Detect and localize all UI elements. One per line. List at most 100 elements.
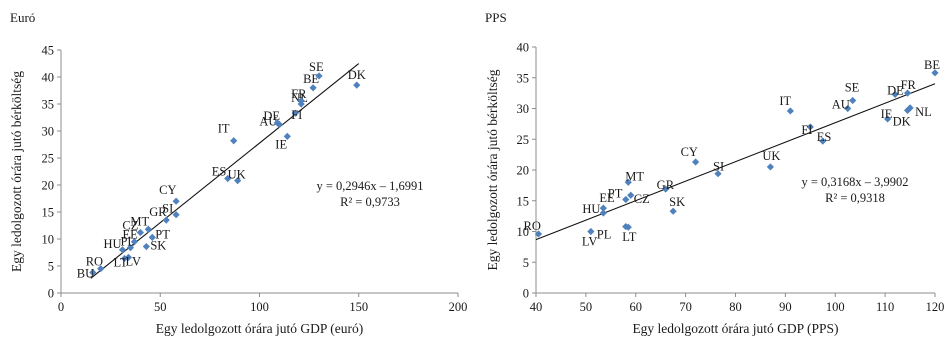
data-point-lv: [124, 253, 133, 261]
point-label-be: BE: [924, 58, 940, 72]
data-point-sk: [669, 207, 677, 215]
data-point-se: [315, 72, 323, 80]
point-label-hu: HU: [582, 202, 600, 216]
point-label-dk: DK: [348, 68, 366, 82]
chart-title: Euró: [10, 10, 35, 25]
x-tick-label: 100: [826, 300, 845, 314]
point-label-de: DE: [887, 83, 904, 97]
data-point-pt: [622, 195, 630, 204]
data-point-bu: [89, 268, 97, 277]
y-tick-label: 30: [42, 125, 55, 139]
y-tick-label: 10: [42, 233, 55, 247]
y-tick-label: 45: [42, 44, 55, 58]
data-point-mt: [144, 225, 152, 233]
x-tick-label: 120: [926, 300, 945, 314]
point-label-fi: FI: [801, 123, 812, 137]
data-point-be: [309, 84, 317, 92]
point-label-it: IT: [779, 94, 791, 108]
point-label-cz: CZ: [634, 192, 650, 206]
x-tick-label: 40: [530, 300, 543, 314]
x-tick-label: 100: [250, 300, 269, 314]
data-point-cy: [692, 158, 700, 166]
point-label-ee: EE: [122, 228, 138, 242]
point-label-uk: UK: [228, 168, 246, 182]
point-label-lt: LT: [114, 255, 128, 269]
data-point-ro: [97, 265, 105, 273]
point-label-ro: RO: [523, 219, 540, 233]
x-tick-label: 50: [580, 300, 593, 314]
data-point-si: [714, 170, 722, 178]
x-tick-label: 150: [349, 300, 368, 314]
y-tick-label: 5: [48, 260, 54, 274]
y-tick-label: 40: [517, 41, 530, 55]
y-tick-label: 10: [517, 225, 530, 239]
point-label-gr: GR: [657, 178, 675, 192]
point-label-es: ES: [817, 130, 832, 144]
y-tick-label: 0: [48, 287, 54, 301]
point-label-si: SI: [162, 202, 173, 216]
y-axis-title: Egy ledolgozott órára jutó bérköltség: [9, 71, 24, 272]
point-label-fr: FR: [901, 78, 917, 92]
y-tick-label: 5: [523, 256, 529, 270]
data-point-hu: [118, 246, 127, 254]
y-axis-title: Egy ledolgozott órára jutó bérköltség: [485, 69, 500, 270]
y-tick-label: 15: [42, 206, 55, 220]
point-label-uk: UK: [762, 149, 780, 163]
data-point-de: [891, 90, 899, 98]
point-label-bu: BU: [77, 266, 94, 280]
point-label-pl: PL: [120, 235, 135, 249]
y-tick-label: 0: [523, 287, 529, 301]
y-tick-label: 20: [42, 179, 55, 193]
point-label-se: SE: [309, 60, 324, 74]
data-point-au: [275, 120, 283, 129]
data-point-uk: [766, 163, 775, 171]
data-point-es: [224, 174, 232, 183]
data-point-pt: [148, 233, 156, 241]
data-point-dk: [353, 81, 361, 89]
point-label-ro: RO: [86, 255, 103, 269]
point-label-be: BE: [303, 72, 319, 86]
data-point-dk: [903, 106, 912, 114]
data-point-gr: [162, 216, 170, 224]
point-label-es: ES: [212, 165, 227, 179]
data-point-sk: [142, 242, 150, 251]
data-point-ro: [534, 230, 543, 238]
y-tick-label: 25: [517, 133, 530, 147]
point-label-pt: PT: [608, 187, 623, 201]
point-label-pt: PT: [155, 227, 170, 241]
point-label-se: SE: [845, 81, 860, 95]
data-point-be: [931, 69, 939, 77]
data-point-pl: [126, 244, 135, 252]
point-label-lt: LT: [622, 230, 636, 244]
data-point-uk: [234, 177, 242, 185]
point-label-ee: EE: [599, 191, 615, 205]
r-squared: R² = 0,9318: [825, 191, 885, 205]
data-point-fi: [806, 123, 814, 131]
point-label-mt: MT: [130, 214, 149, 228]
data-point-ie: [283, 132, 291, 140]
data-point-se: [849, 96, 857, 105]
point-label-cz: CZ: [122, 219, 138, 233]
point-label-nl: NL: [915, 105, 932, 119]
panel-euro: Euró 0 5 10 15 20 25 30 35 40 45 0 50 100 150 200 Egy le…: [9, 10, 467, 336]
point-label-cy: CY: [159, 183, 176, 197]
point-label-de: DE: [263, 109, 280, 123]
y-tick-label: 20: [517, 164, 530, 178]
trend-line: [535, 83, 936, 241]
data-point-cy: [172, 197, 180, 205]
point-label-si: SI: [713, 160, 724, 174]
x-tick-label: 50: [154, 300, 167, 314]
point-label-sk: SK: [150, 239, 166, 253]
point-label-mt: MT: [625, 169, 644, 183]
x-tick-label: 70: [679, 300, 692, 314]
data-point-cz: [627, 191, 635, 199]
data-point-gr: [662, 185, 670, 193]
x-tick-label: 0: [58, 300, 64, 314]
point-label-fr: FR: [291, 87, 307, 101]
point-label-pl: PL: [597, 228, 612, 242]
point-label-lv: LV: [582, 235, 598, 249]
y-tick-label: 35: [517, 71, 530, 85]
point-label-hu: HU: [104, 237, 122, 251]
point-label-gr: GR: [149, 205, 167, 219]
point-label-fi: FI: [291, 108, 302, 122]
